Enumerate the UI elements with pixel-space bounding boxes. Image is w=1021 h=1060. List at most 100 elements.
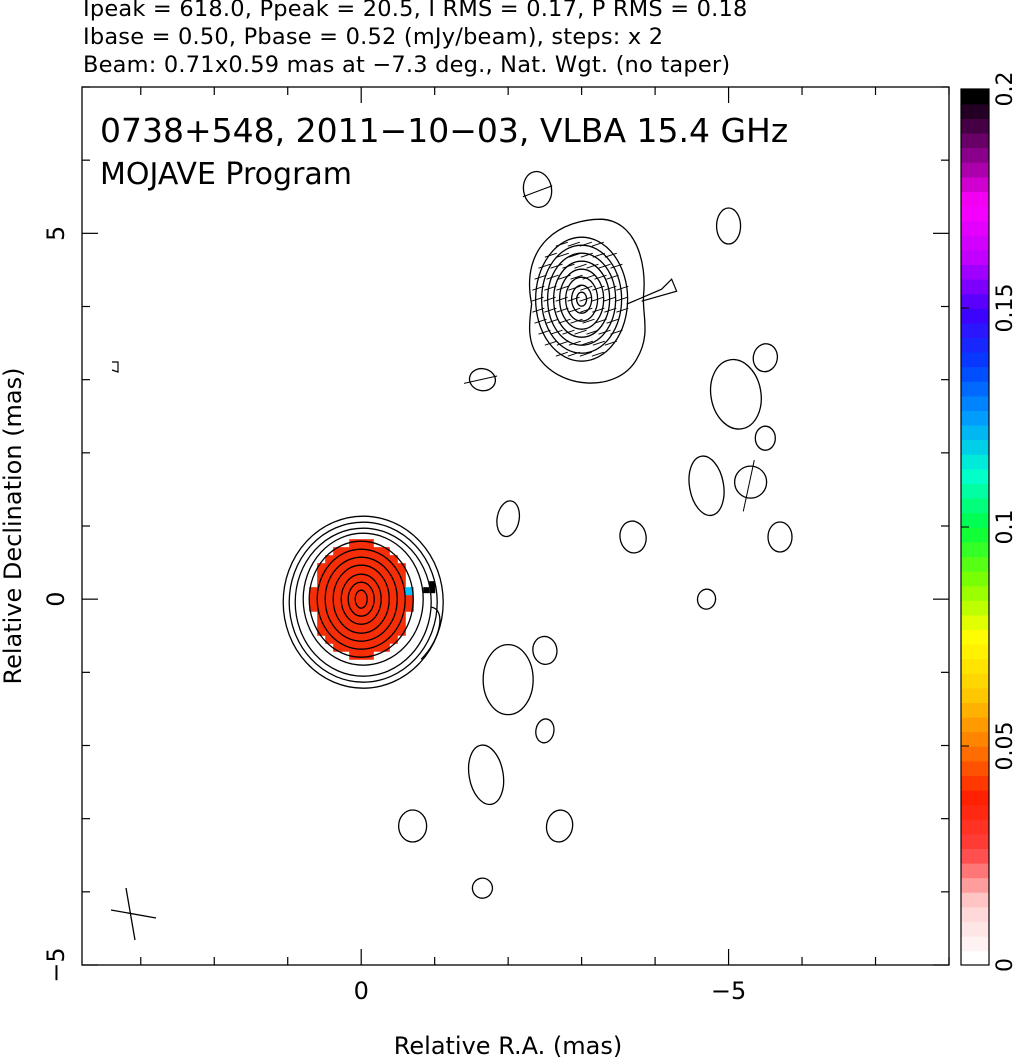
polarization-pixel bbox=[365, 547, 374, 556]
polarization-pixel bbox=[357, 635, 366, 644]
polarization-pixel bbox=[381, 587, 390, 596]
colorbar-band bbox=[961, 556, 989, 572]
y-tick-label: −5 bbox=[42, 947, 70, 982]
polarization-pixel bbox=[357, 619, 366, 628]
polarization-pixel bbox=[397, 603, 406, 612]
polarization-tick bbox=[546, 318, 559, 324]
polarization-pixel bbox=[349, 555, 358, 564]
beam-minor-axis bbox=[110, 909, 157, 919]
polarization-pixel bbox=[349, 547, 358, 556]
polarization-pixel bbox=[341, 555, 350, 564]
core-contour bbox=[294, 527, 432, 677]
colorbar-band bbox=[961, 162, 989, 178]
polarization-pixel bbox=[317, 603, 326, 612]
polarization-tick bbox=[574, 329, 587, 335]
polarization-tick bbox=[568, 340, 581, 346]
polarization-tick bbox=[592, 307, 605, 313]
polarization-pixel bbox=[317, 579, 326, 588]
polarization-pixel bbox=[381, 571, 390, 580]
noise-contour bbox=[532, 635, 558, 665]
polarization-tick bbox=[592, 285, 605, 291]
polarization-pixel bbox=[309, 595, 318, 604]
polarization-pixel bbox=[389, 563, 398, 572]
polarization-pixel bbox=[357, 547, 366, 556]
polarization-tick bbox=[615, 296, 628, 302]
colorbar-band bbox=[961, 629, 989, 645]
polarization-pixel bbox=[405, 595, 414, 604]
polarization-pixel bbox=[333, 643, 342, 652]
noise-contour bbox=[535, 718, 555, 744]
polarization-pixel bbox=[333, 579, 342, 588]
polarization-tick bbox=[532, 307, 545, 313]
polarization-pixel bbox=[357, 539, 366, 548]
polarization-pixel bbox=[317, 571, 326, 580]
colorbar-band bbox=[961, 541, 989, 557]
colorbar-band bbox=[961, 862, 989, 879]
polarization-tick bbox=[556, 307, 569, 313]
noise-contour bbox=[496, 500, 521, 538]
polarization-pixel bbox=[333, 619, 342, 628]
polarization-pixel bbox=[365, 595, 374, 604]
axis-ticks bbox=[82, 86, 950, 966]
polarization-pixel bbox=[333, 571, 342, 580]
polarization-tick bbox=[562, 263, 575, 269]
polarization-pixel bbox=[365, 539, 374, 548]
colorbar-band bbox=[961, 877, 989, 893]
polarization-pixel bbox=[341, 603, 350, 612]
core-contour bbox=[308, 540, 414, 658]
polarization-tick bbox=[534, 274, 547, 280]
polarization-pixel bbox=[325, 635, 334, 644]
polarization-tick bbox=[606, 274, 619, 280]
colorbar-band bbox=[961, 337, 989, 353]
colorbar-band bbox=[961, 789, 989, 806]
noise-contour bbox=[754, 425, 776, 451]
y-axis-label: Relative Declination (mas) bbox=[0, 367, 27, 684]
polarization-tick bbox=[568, 252, 581, 258]
polarization-pixel bbox=[397, 627, 406, 636]
polarization-tick bbox=[604, 252, 617, 258]
colorbar-band bbox=[961, 89, 989, 105]
header-stats-line: Ipeak = 618.0, Ppeak = 20.5, I RMS = 0.1… bbox=[83, 0, 748, 22]
polarization-tick bbox=[555, 241, 568, 247]
polarization-pixel bbox=[357, 643, 366, 652]
polarization-pixel bbox=[325, 619, 334, 628]
colorbar-band bbox=[961, 424, 989, 441]
polarization-pixel bbox=[325, 603, 334, 612]
colorbar-band bbox=[961, 687, 989, 703]
polarization-pixel bbox=[325, 555, 334, 564]
polarization-pixel bbox=[341, 635, 350, 644]
beam-marker bbox=[110, 887, 157, 941]
polarization-tick bbox=[550, 329, 563, 335]
polarization-pixel bbox=[349, 587, 358, 596]
polarization-pixel bbox=[389, 603, 398, 612]
polarization-tick bbox=[592, 340, 605, 346]
noise-contour bbox=[467, 744, 505, 806]
polarization-tick bbox=[580, 340, 593, 346]
polarization-pixel bbox=[397, 587, 406, 596]
component-contour bbox=[570, 284, 593, 314]
colorbar-band bbox=[961, 906, 989, 922]
noise-contour bbox=[619, 520, 647, 554]
colorbar-band bbox=[961, 483, 989, 499]
polarization-pixel bbox=[333, 603, 342, 612]
polarization-tick bbox=[580, 285, 593, 291]
polarization-pixel bbox=[381, 643, 390, 652]
polarization-pixel bbox=[357, 603, 366, 612]
colorbar-band bbox=[961, 819, 989, 835]
colorbar-band bbox=[961, 731, 989, 747]
chart-title: 0738+548, 2011−10−03, VLBA 15.4 GHz bbox=[100, 111, 788, 150]
polarization-pixel bbox=[405, 603, 414, 612]
polarization-pixel bbox=[373, 619, 382, 628]
colorbar-band bbox=[961, 935, 989, 952]
noise-contour bbox=[522, 170, 553, 208]
polarization-tick bbox=[546, 274, 559, 280]
polarization-pixel bbox=[349, 579, 358, 588]
polarization-pixel bbox=[389, 579, 398, 588]
colorbar-band bbox=[961, 322, 989, 338]
polarization-pixel bbox=[333, 595, 342, 604]
polarization-pixel bbox=[389, 587, 398, 596]
polarization-pixel bbox=[349, 619, 358, 628]
core-contour bbox=[288, 521, 438, 683]
colorbar-band bbox=[961, 600, 989, 616]
colorbar-band bbox=[961, 643, 989, 660]
